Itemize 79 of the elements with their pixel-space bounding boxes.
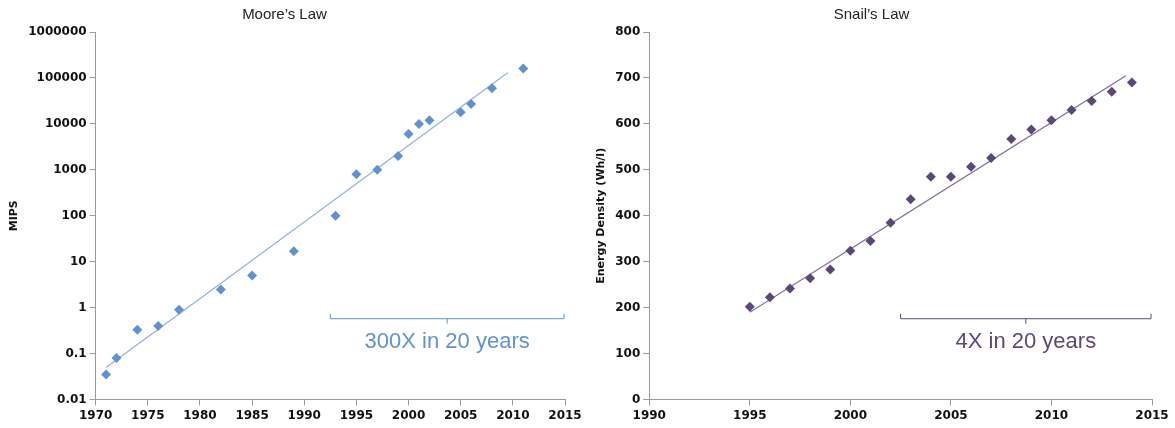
x-tick-label: 2000 <box>833 407 868 422</box>
point <box>945 171 956 182</box>
point <box>153 320 164 331</box>
x-tick-label: 1995 <box>733 407 767 422</box>
x-tick-label: 1995 <box>339 407 374 422</box>
point <box>1026 124 1037 135</box>
point <box>1106 86 1117 97</box>
y-tick-label: 0 <box>631 391 641 406</box>
x-tick-label: 2015 <box>548 407 582 422</box>
point <box>330 210 341 221</box>
y-tick-label: 10000 <box>44 116 87 131</box>
point <box>288 246 299 257</box>
y-axis-title: MIPS <box>7 200 21 232</box>
point <box>986 152 997 163</box>
point <box>764 292 775 303</box>
y-tick-label: 1000000 <box>28 24 87 39</box>
annotation: 4X in 20 years <box>955 327 1097 353</box>
x-tick-label: 2010 <box>1034 407 1069 422</box>
point <box>1126 77 1137 88</box>
chart-title: Moore’s Law <box>242 5 328 23</box>
y-tick-label: 0.01 <box>57 391 87 406</box>
point <box>247 270 258 281</box>
x-tick-label: 2000 <box>391 407 426 422</box>
x-tick-label: 2015 <box>1135 407 1169 422</box>
y-tick-label: 700 <box>615 70 641 85</box>
y-tick-label: 500 <box>615 161 641 176</box>
y-tick-label: 1000 <box>53 161 87 176</box>
point <box>372 164 383 175</box>
point <box>424 115 435 126</box>
y-tick-label: 100 <box>61 207 87 222</box>
y-tick-label: 1 <box>78 299 87 314</box>
y-tick-label: 600 <box>615 116 641 131</box>
x-tick-label: 1990 <box>632 407 666 422</box>
point <box>403 129 414 140</box>
point <box>1066 105 1077 116</box>
point <box>111 353 122 364</box>
point <box>925 171 936 182</box>
x-tick-label: 1990 <box>287 407 321 422</box>
point <box>101 369 112 380</box>
point <box>885 217 896 228</box>
point <box>393 151 404 162</box>
y-tick-label: 300 <box>615 253 641 268</box>
point <box>455 107 466 118</box>
point <box>174 304 185 315</box>
y-tick-label: 800 <box>615 24 641 39</box>
point <box>825 264 836 275</box>
point <box>966 161 977 172</box>
x-tick-label: 2010 <box>496 407 530 422</box>
point <box>865 236 876 247</box>
point <box>1046 115 1057 126</box>
point <box>805 273 816 284</box>
x-tick-label: 1970 <box>78 407 113 422</box>
y-axis-title: Energy Density (Wh/l) <box>594 147 608 284</box>
point <box>215 284 226 295</box>
point <box>785 283 796 294</box>
point <box>845 245 856 256</box>
point <box>905 194 916 205</box>
y-tick-label: 400 <box>615 207 641 222</box>
point <box>518 63 529 74</box>
x-tick-label: 2005 <box>444 407 478 422</box>
point <box>1006 134 1017 145</box>
point <box>466 99 477 110</box>
x-tick-label: 1985 <box>235 407 269 422</box>
chart-title: Snail’s Law <box>833 5 910 23</box>
point <box>1086 95 1097 106</box>
point <box>744 301 755 312</box>
y-tick-label: 0.1 <box>65 345 87 360</box>
y-tick-label: 100 <box>615 345 641 360</box>
x-tick-label: 1980 <box>183 407 217 422</box>
point <box>486 83 497 94</box>
x-tick-label: 1975 <box>131 407 165 422</box>
y-tick-label: 10 <box>69 253 87 268</box>
x-tick-label: 2005 <box>934 407 968 422</box>
y-tick-label: 200 <box>615 299 641 314</box>
y-tick-label: 100000 <box>36 70 87 85</box>
annotation: 300X in 20 years <box>364 327 530 353</box>
point <box>351 169 362 180</box>
point <box>132 324 143 335</box>
point <box>413 118 424 129</box>
